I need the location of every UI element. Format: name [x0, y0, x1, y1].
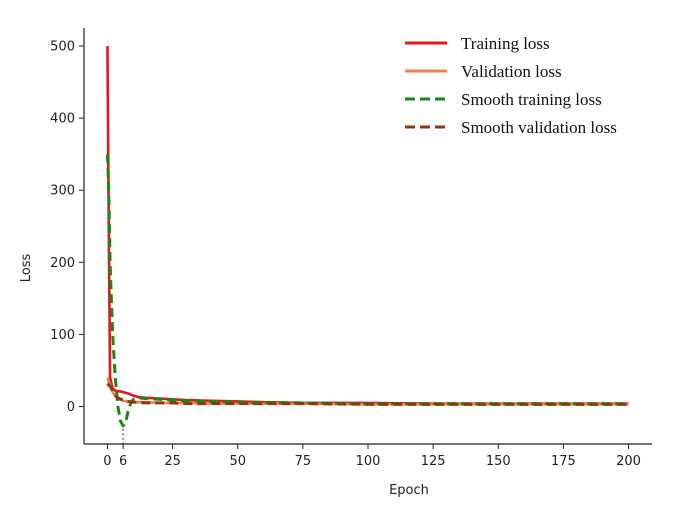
x-tick-label: 200	[616, 454, 641, 469]
x-tick-label: 125	[421, 454, 446, 469]
y-tick-label: 100	[50, 328, 75, 343]
x-tick-label: 150	[486, 454, 511, 469]
y-axis-ticks: 0 100 200 300 400 500	[50, 40, 84, 415]
x-tick-label: 0	[103, 454, 111, 469]
y-tick-label: 200	[50, 256, 75, 271]
y-tick-label: 400	[50, 112, 75, 127]
y-tick-label: 0	[67, 400, 75, 415]
y-axis-label: Loss	[19, 254, 34, 283]
x-tick-label: 25	[164, 454, 181, 469]
plot-area	[105, 46, 629, 444]
x-axis-label: Epoch	[389, 483, 429, 498]
x-tick-label: 175	[551, 454, 576, 469]
series-line-smooth-validation-loss	[106, 382, 629, 406]
x-tick-label: 75	[295, 454, 312, 469]
legend-label-smooth-validation-loss: Smooth validation loss	[461, 118, 617, 137]
x-tick-label: 100	[356, 454, 381, 469]
x-tick-label: 50	[229, 454, 246, 469]
legend-label-training-loss: Training loss	[461, 34, 550, 53]
x-tick-label: 6	[119, 454, 127, 469]
y-tick-label: 300	[50, 184, 75, 199]
legend: Training loss Validation loss Smooth train…	[405, 34, 617, 137]
legend-label-validation-loss: Validation loss	[461, 62, 562, 81]
legend-label-smooth-training-loss: Smooth training loss	[461, 90, 602, 109]
y-tick-label: 500	[50, 40, 75, 55]
x-axis-ticks: 0 6 25 50 75 100 125 150 175 200	[103, 444, 641, 469]
